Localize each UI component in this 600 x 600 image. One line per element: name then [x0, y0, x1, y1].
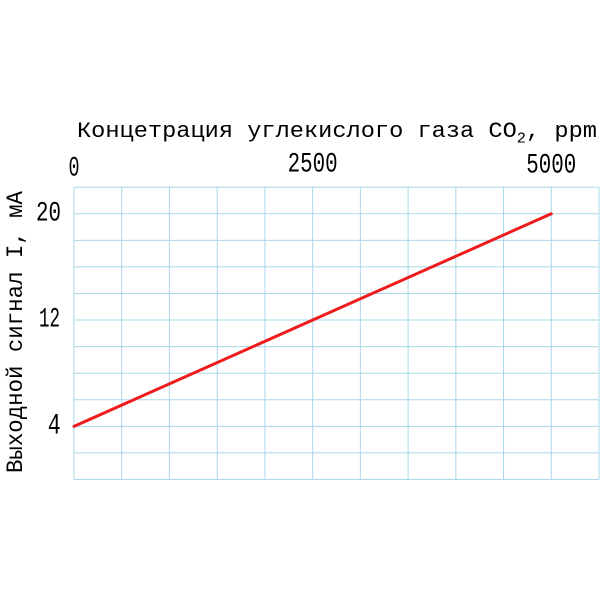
svg-text:12: 12: [39, 305, 60, 336]
svg-text:2500: 2500: [288, 150, 338, 181]
svg-text:4: 4: [48, 409, 61, 443]
svg-text:Выходной сигнал I, мА: Выходной сигнал I, мА: [3, 191, 29, 473]
svg-text:0: 0: [69, 153, 80, 184]
svg-text:5000: 5000: [526, 150, 576, 181]
svg-text:20: 20: [36, 198, 61, 229]
svg-text:Концетрация углекислого газа C: Концетрация углекислого газа CO 2, ppm: [77, 119, 597, 148]
